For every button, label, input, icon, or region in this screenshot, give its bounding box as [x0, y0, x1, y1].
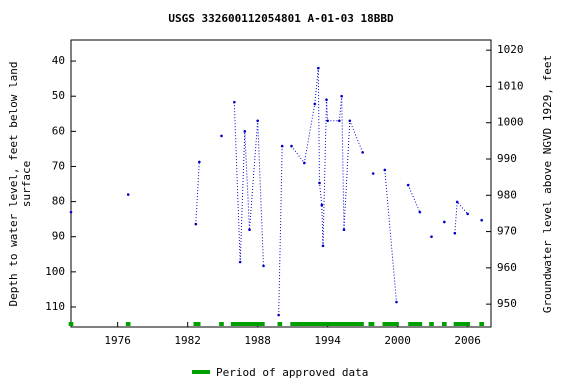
data-point	[418, 210, 422, 214]
y2-tick-label: 980	[497, 188, 517, 201]
data-point	[430, 235, 433, 239]
data-point	[248, 228, 251, 231]
data-point	[340, 94, 343, 98]
y2-axis-label: Groundwater level above NGVD 1929, feet	[541, 55, 554, 313]
approved-period	[125, 322, 131, 326]
approved-period	[277, 322, 283, 326]
x-tick-label: 2000	[384, 334, 411, 347]
data-point	[262, 264, 265, 268]
x-tick-label: 1976	[104, 334, 131, 347]
approved-period	[193, 322, 201, 326]
approved-period	[290, 322, 364, 326]
plot-frame	[70, 39, 492, 328]
data-point	[303, 161, 306, 165]
data-point	[453, 231, 457, 235]
y-tick-label: 40	[52, 54, 65, 67]
data-point	[313, 102, 317, 106]
data-point	[69, 210, 73, 214]
data-point	[317, 66, 320, 70]
data-point	[342, 228, 346, 231]
data-point	[383, 168, 387, 172]
data-point	[277, 313, 280, 317]
data-line	[196, 68, 482, 315]
data-point	[233, 100, 236, 104]
data-point	[395, 300, 398, 304]
data-point	[290, 144, 293, 148]
data-point	[480, 218, 483, 222]
data-point	[198, 160, 201, 164]
y-tick-label: 90	[52, 230, 65, 243]
data-point	[406, 183, 410, 187]
x-tick-label: 1994	[314, 334, 341, 347]
y-tick-label: 70	[52, 159, 65, 172]
y2-tick-label: 990	[497, 152, 517, 165]
y2-tick-label: 1000	[497, 116, 524, 129]
legend-label: Period of approved data	[216, 366, 368, 379]
approved-period	[479, 322, 484, 326]
x-tick-label: 1982	[174, 334, 201, 347]
approved-period	[453, 322, 470, 326]
y-tick-label: 100	[45, 265, 65, 278]
data-point	[326, 119, 329, 123]
data-point	[243, 130, 247, 133]
data-point	[320, 203, 324, 207]
y2-tick-label: 1020	[497, 43, 524, 56]
data-point	[466, 212, 469, 216]
y-axis-label: Depth to water level, feet below land	[7, 61, 20, 306]
data-point	[361, 151, 364, 154]
data-point	[220, 134, 223, 138]
data-point	[194, 222, 198, 226]
data-point	[238, 260, 242, 264]
data-point	[280, 144, 284, 148]
y-axis-label: surface	[20, 161, 33, 207]
approved-period	[368, 322, 375, 326]
y2-tick-label: 960	[497, 261, 517, 274]
y-tick-label: 60	[52, 124, 65, 137]
data-point	[321, 244, 325, 248]
data-point	[325, 98, 328, 102]
data-point	[318, 181, 321, 185]
data-point	[256, 119, 259, 123]
data-point	[126, 193, 130, 196]
approved-period	[442, 322, 447, 326]
data-point	[443, 220, 446, 224]
data-point	[338, 119, 341, 123]
approved-period	[219, 322, 224, 326]
x-tick-label: 1988	[244, 334, 271, 347]
y-tick-label: 50	[52, 89, 65, 102]
approved-period	[230, 322, 265, 326]
approved-period	[68, 322, 74, 326]
chart-title: USGS 332600112054801 A-01-03 18BBD	[168, 12, 394, 25]
y-tick-label: 110	[45, 300, 65, 313]
approved-period	[429, 322, 434, 326]
x-tick-label: 2006	[454, 334, 481, 347]
data-point	[348, 119, 352, 123]
y-tick-label: 80	[52, 195, 65, 208]
y2-tick-label: 970	[497, 225, 517, 238]
approved-period	[408, 322, 423, 326]
approved-period	[382, 322, 399, 326]
y2-tick-label: 950	[497, 297, 517, 310]
data-point	[455, 200, 459, 204]
y2-tick-label: 1010	[497, 79, 524, 92]
data-point	[371, 172, 375, 175]
